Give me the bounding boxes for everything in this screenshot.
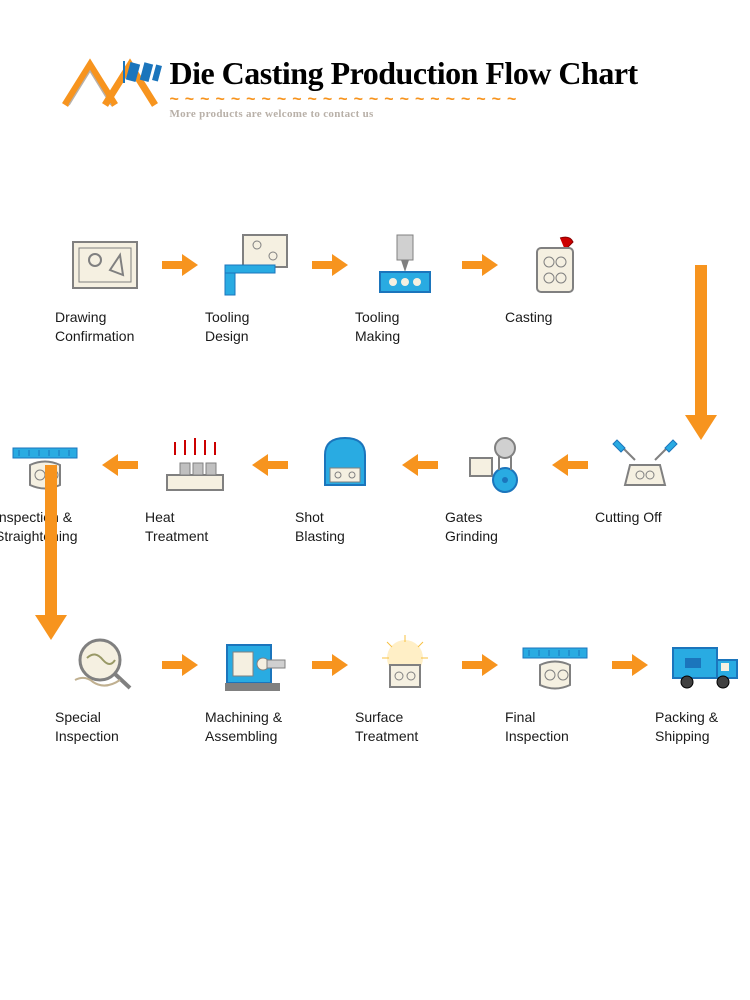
flow-row-3: SpecialInspection Machining &Assembling … [50, 630, 700, 800]
logo-icon [60, 55, 170, 115]
page-title: Die Casting Production Flow Chart [169, 55, 637, 92]
step-label: GatesGrinding [440, 508, 550, 546]
casting-icon [515, 230, 595, 300]
arrow-right-icon [460, 630, 500, 700]
step-machining-assembling: Machining &Assembling [200, 630, 310, 746]
step-drawing-confirmation: DrawingConfirmation [50, 230, 160, 346]
step-gates-grinding: GatesGrinding [440, 430, 550, 546]
special-inspection-icon [65, 630, 145, 700]
step-label: Cutting Off [590, 508, 700, 527]
step-label: ShotBlasting [290, 508, 400, 546]
arrow-right-icon [460, 230, 500, 300]
arrow-left-icon [400, 430, 440, 500]
step-label: Packing &Shipping [650, 708, 750, 746]
step-label: DrawingConfirmation [50, 308, 160, 346]
step-label: ToolingMaking [350, 308, 460, 346]
tooling-making-icon [365, 230, 445, 300]
surface-treatment-icon [365, 630, 445, 700]
heat-treatment-icon [155, 430, 235, 500]
flowchart: DrawingConfirmation ToolingDesign Toolin… [50, 230, 700, 800]
step-label: HeatTreatment [140, 508, 250, 546]
step-casting: Casting [500, 230, 610, 327]
step-surface-treatment: SurfaceTreatment [350, 630, 460, 746]
final-inspection-icon [515, 630, 595, 700]
flow-row-1: DrawingConfirmation ToolingDesign Toolin… [50, 230, 700, 400]
arrow-right-icon [310, 230, 350, 300]
flow-row-2: Inspection &Straightening HeatTreatment … [50, 430, 700, 600]
step-label: Casting [500, 308, 610, 327]
page-subtitle: More products are welcome to contact us [169, 108, 637, 120]
step-heat-treatment: HeatTreatment [140, 430, 250, 546]
step-packing-shipping: Packing &Shipping [650, 630, 750, 746]
step-shot-blasting: ShotBlasting [290, 430, 400, 546]
step-tooling-making: ToolingMaking [350, 230, 460, 346]
arrow-left-icon [550, 430, 590, 500]
step-label: SurfaceTreatment [350, 708, 460, 746]
decorative-tildes: ~~~~~~~~~~~~~~~~~~~~~~~ [169, 94, 637, 106]
arrow-turn-down-icon [675, 265, 725, 465]
drawing-icon [65, 230, 145, 300]
step-label: Machining &Assembling [200, 708, 310, 746]
arrow-right-icon [160, 630, 200, 700]
step-final-inspection: FinalInspection [500, 630, 610, 746]
gates-grinding-icon [455, 430, 535, 500]
arrow-left-icon [250, 430, 290, 500]
step-tooling-design: ToolingDesign [200, 230, 310, 346]
cutting-off-icon [605, 430, 685, 500]
arrow-right-icon [310, 630, 350, 700]
arrow-left-icon [100, 430, 140, 500]
step-label: ToolingDesign [200, 308, 310, 346]
machining-icon [215, 630, 295, 700]
truck-icon [665, 630, 745, 700]
step-label: SpecialInspection [50, 708, 160, 746]
arrow-right-icon [610, 630, 650, 700]
tooling-design-icon [215, 230, 295, 300]
arrow-turn-down-icon [25, 465, 75, 665]
step-label: FinalInspection [500, 708, 610, 746]
arrow-right-icon [160, 230, 200, 300]
header: Die Casting Production Flow Chart ~~~~~~… [60, 55, 720, 120]
shot-blasting-icon [305, 430, 385, 500]
